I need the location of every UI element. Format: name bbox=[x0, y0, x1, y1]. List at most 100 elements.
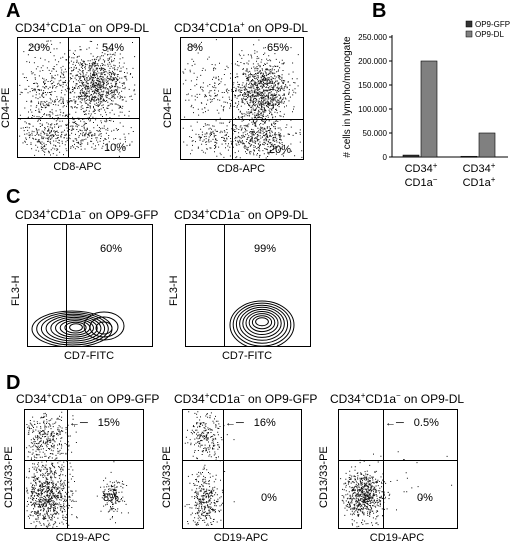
contour-line bbox=[69, 323, 83, 332]
y-tick-label: 50.000 bbox=[363, 129, 388, 138]
quadrant-lr-percent: 0% bbox=[261, 492, 277, 504]
event-dots bbox=[340, 451, 453, 528]
contour-line bbox=[64, 321, 87, 334]
dot-cloud bbox=[182, 39, 303, 159]
category-label: CD1a+ bbox=[463, 175, 496, 189]
contour-line bbox=[239, 306, 285, 341]
contour-lines bbox=[229, 300, 295, 346]
panel-letter-b: B bbox=[372, 0, 387, 22]
quadrant-ur-percent: 60% bbox=[100, 243, 123, 255]
contour-line bbox=[242, 308, 282, 338]
contour-line bbox=[248, 313, 276, 333]
scatter-plot-d1: ←─ 15% 8% bbox=[24, 409, 144, 529]
gate-line-vertical bbox=[66, 225, 67, 346]
quadrant-lr-percent: 10% bbox=[104, 142, 127, 154]
quadrant-ul-percent: 20% bbox=[28, 42, 51, 54]
bar-op9-dl bbox=[478, 132, 496, 158]
event-dots bbox=[182, 39, 303, 159]
bar-op9-dl bbox=[420, 60, 438, 158]
gate-line-vertical bbox=[68, 38, 69, 157]
dot-cloud bbox=[184, 411, 235, 526]
gate-arrow: ←─ 16% bbox=[225, 417, 276, 429]
y-axis-label: CD13/33-PE bbox=[161, 446, 173, 508]
bar-chart: 0 50.000 100.000 150.000 200.000 250.000 # cel… bbox=[342, 20, 510, 189]
panel-letter-a: A bbox=[6, 0, 21, 22]
dot-cloud bbox=[26, 411, 129, 528]
plot-title: CD34+CD1a− on OP9-GFP bbox=[16, 391, 160, 406]
plot-title: CD34+CD1a− on OP9-GFP bbox=[15, 207, 159, 222]
gate-line-vertical bbox=[383, 410, 384, 528]
contour-line bbox=[45, 315, 102, 342]
contour-line bbox=[55, 318, 94, 338]
contour-line bbox=[89, 316, 119, 338]
gate-line-horizontal bbox=[18, 118, 139, 119]
y-axis-label: # cells in lympho/monogate bbox=[342, 36, 353, 158]
x-axis-label: CD8-APC bbox=[216, 163, 266, 175]
y-tick-label: 100.000 bbox=[358, 105, 387, 114]
contour-plot-c2: 99% bbox=[185, 224, 311, 347]
legend-label: OP9-DL bbox=[475, 30, 504, 39]
y-axis-label: CD13/33-PE bbox=[318, 446, 330, 508]
contour-line bbox=[245, 311, 279, 335]
y-tick-label: 250.000 bbox=[358, 33, 387, 42]
event-dots bbox=[19, 40, 136, 157]
dot-cloud bbox=[19, 40, 136, 157]
gate-line-horizontal bbox=[183, 460, 301, 461]
quadrant-lr-percent: 0% bbox=[417, 492, 433, 504]
contour-line bbox=[50, 316, 98, 340]
y-axis-label: CD4-PE bbox=[0, 87, 12, 128]
contour-line bbox=[235, 304, 289, 344]
y-tick-label: 200.000 bbox=[358, 57, 387, 66]
gate-line-horizontal bbox=[181, 119, 303, 120]
scatter-plot-d2: ←─ 16% 0% bbox=[182, 409, 302, 529]
quadrant-ul-percent: 8% bbox=[187, 42, 203, 54]
quadrant-lr-percent: 20% bbox=[269, 144, 292, 156]
scatter-plot-d3: ←─ 0.5% 0% bbox=[338, 409, 458, 529]
contour-line bbox=[95, 321, 113, 335]
event-dots bbox=[184, 411, 235, 526]
contour-line bbox=[251, 315, 273, 330]
contour-line bbox=[40, 313, 106, 344]
category-label: CD34+ bbox=[463, 161, 496, 175]
contour-line bbox=[255, 317, 269, 327]
plot-title: CD34+CD1a− on OP9-DL bbox=[330, 391, 465, 406]
gate-arrow: ←─ 0.5% bbox=[385, 417, 439, 429]
y-axis-label: CD13/33-PE bbox=[3, 446, 15, 508]
y-axis-label: FL3-H bbox=[10, 275, 22, 306]
x-axis-label: CD7-FITC bbox=[63, 350, 115, 362]
x-axis-label: CD19-APC bbox=[369, 532, 425, 544]
y-axis-label: CD4-PE bbox=[162, 87, 174, 128]
quadrant-lr-percent: 8% bbox=[103, 492, 119, 504]
panel-letter-c: C bbox=[6, 186, 21, 208]
x-axis-label: CD7-FITC bbox=[221, 350, 273, 362]
contour-lines bbox=[31, 310, 125, 346]
gate-line-vertical bbox=[223, 410, 224, 528]
plot-title: CD34+CD1a+ on OP9-DL bbox=[174, 20, 309, 35]
plot-title: CD34+CD1a− on OP9-DL bbox=[15, 20, 150, 35]
y-tick-label: 0 bbox=[383, 153, 388, 162]
gate-line-horizontal bbox=[339, 460, 457, 461]
contour-plot-c1: 60% bbox=[27, 224, 153, 347]
scatter-plot-a2: 8% 65% 20% bbox=[180, 37, 304, 160]
contour-line bbox=[36, 312, 109, 346]
x-axis-label: CD19-APC bbox=[213, 532, 269, 544]
bar-op9-gfp bbox=[402, 154, 420, 158]
gate-line-horizontal bbox=[25, 460, 143, 461]
gate-line-vertical bbox=[67, 410, 68, 528]
plot-title: CD34+CD1a− on OP9-DL bbox=[174, 207, 309, 222]
gate-line-vertical bbox=[224, 225, 225, 346]
legend-label: OP9-GFP bbox=[475, 20, 510, 29]
category-label: CD1a− bbox=[405, 175, 438, 189]
x-axis-label: CD8-APC bbox=[53, 161, 102, 173]
quadrant-ur-percent: 65% bbox=[267, 42, 290, 54]
event-dots bbox=[26, 411, 129, 528]
category-label: CD34+ bbox=[405, 161, 438, 175]
x-axis-label: CD19-APC bbox=[55, 532, 111, 544]
quadrant-ur-percent: 99% bbox=[254, 243, 277, 255]
panel-letter-d: D bbox=[6, 372, 21, 394]
contour-line bbox=[83, 311, 125, 341]
plot-title: CD34+CD1a− on OP9-GFP bbox=[174, 391, 318, 406]
legend-swatch bbox=[465, 20, 473, 28]
y-tick-label: 150.000 bbox=[358, 81, 387, 90]
scatter-plot-a1: 20% 54% 10% bbox=[17, 37, 140, 158]
